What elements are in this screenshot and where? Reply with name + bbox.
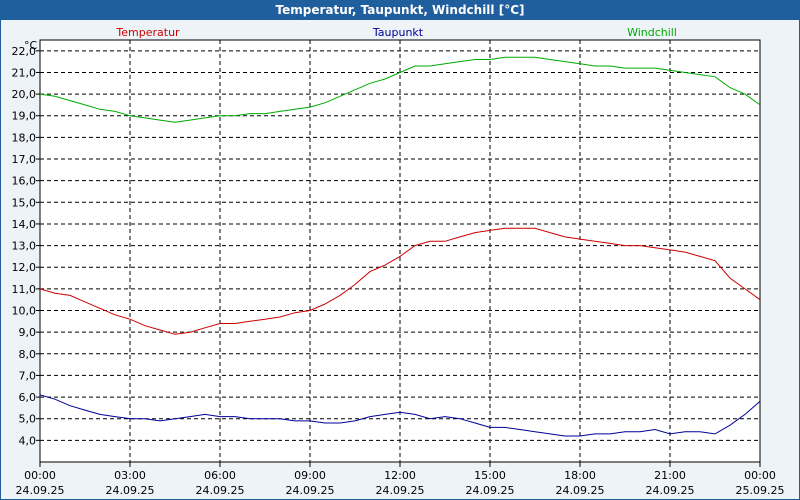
x-tick-time: 12:00: [384, 469, 416, 482]
y-tick-label: 13,0: [12, 240, 37, 253]
y-axis-unit: °C: [24, 39, 38, 52]
x-tick-date: 25.09.25: [736, 484, 785, 497]
series-lines: [39, 56, 761, 437]
x-tick-date: 24.09.25: [16, 484, 65, 497]
series-line-temperatur: [39, 227, 761, 335]
y-tick-label: 17,0: [12, 153, 37, 166]
x-tick-date: 24.09.25: [466, 484, 515, 497]
x-axis: 00:00 24.09.25 03:00 24.09.25 06:00 24.09.25 0…: [16, 462, 785, 497]
x-tick-date: 24.09.25: [106, 484, 155, 497]
x-tick-time: 21:00: [654, 469, 686, 482]
x-tick-time: 09:00: [294, 469, 326, 482]
y-tick-label: 11,0: [12, 283, 37, 296]
series-line-windchill: [39, 56, 761, 123]
y-tick-label: 21,0: [12, 66, 37, 79]
y-tick-label: 14,0: [12, 218, 37, 231]
legend-windchill: Windchill: [627, 26, 677, 39]
x-tick-date: 24.09.25: [556, 484, 605, 497]
grid-lines: [40, 40, 760, 462]
x-tick-time: 00:00: [744, 469, 776, 482]
y-tick-label: 6,0: [19, 391, 37, 404]
x-tick-time: 06:00: [204, 469, 236, 482]
x-tick-date: 24.09.25: [376, 484, 425, 497]
x-tick-date: 24.09.25: [646, 484, 695, 497]
x-tick-time: 18:00: [564, 469, 596, 482]
y-tick-label: 4,0: [19, 434, 37, 447]
y-tick-label: 10,0: [12, 305, 37, 318]
y-tick-label: 15,0: [12, 196, 37, 209]
legend-temperatur: Temperatur: [115, 26, 180, 39]
y-tick-label: 20,0: [12, 88, 37, 101]
y-axis: 4,0 5,0 6,0 7,0 8,0 9,0 10,0 11,0 12,0 13,0 14,0 15…: [12, 45, 40, 447]
y-tick-label: 9,0: [19, 326, 37, 339]
x-tick-date: 24.09.25: [286, 484, 335, 497]
y-tick-label: 19,0: [12, 110, 37, 123]
series-line-taupunkt: [39, 394, 761, 437]
y-tick-label: 7,0: [19, 369, 37, 382]
legend: Temperatur Taupunkt Windchill: [115, 26, 677, 39]
x-tick-time: 15:00: [474, 469, 506, 482]
legend-taupunkt: Taupunkt: [372, 26, 424, 39]
y-tick-label: 12,0: [12, 261, 37, 274]
y-tick-label: 8,0: [19, 348, 37, 361]
y-tick-label: 22,0: [12, 45, 37, 58]
y-tick-label: 16,0: [12, 175, 37, 188]
x-tick-date: 24.09.25: [196, 484, 245, 497]
x-tick-time: 03:00: [114, 469, 146, 482]
y-tick-label: 5,0: [19, 413, 37, 426]
x-tick-time: 00:00: [24, 469, 56, 482]
window-title: Temperatur, Taupunkt, Windchill [°C]: [1, 1, 799, 20]
y-tick-label: 18,0: [12, 131, 37, 144]
